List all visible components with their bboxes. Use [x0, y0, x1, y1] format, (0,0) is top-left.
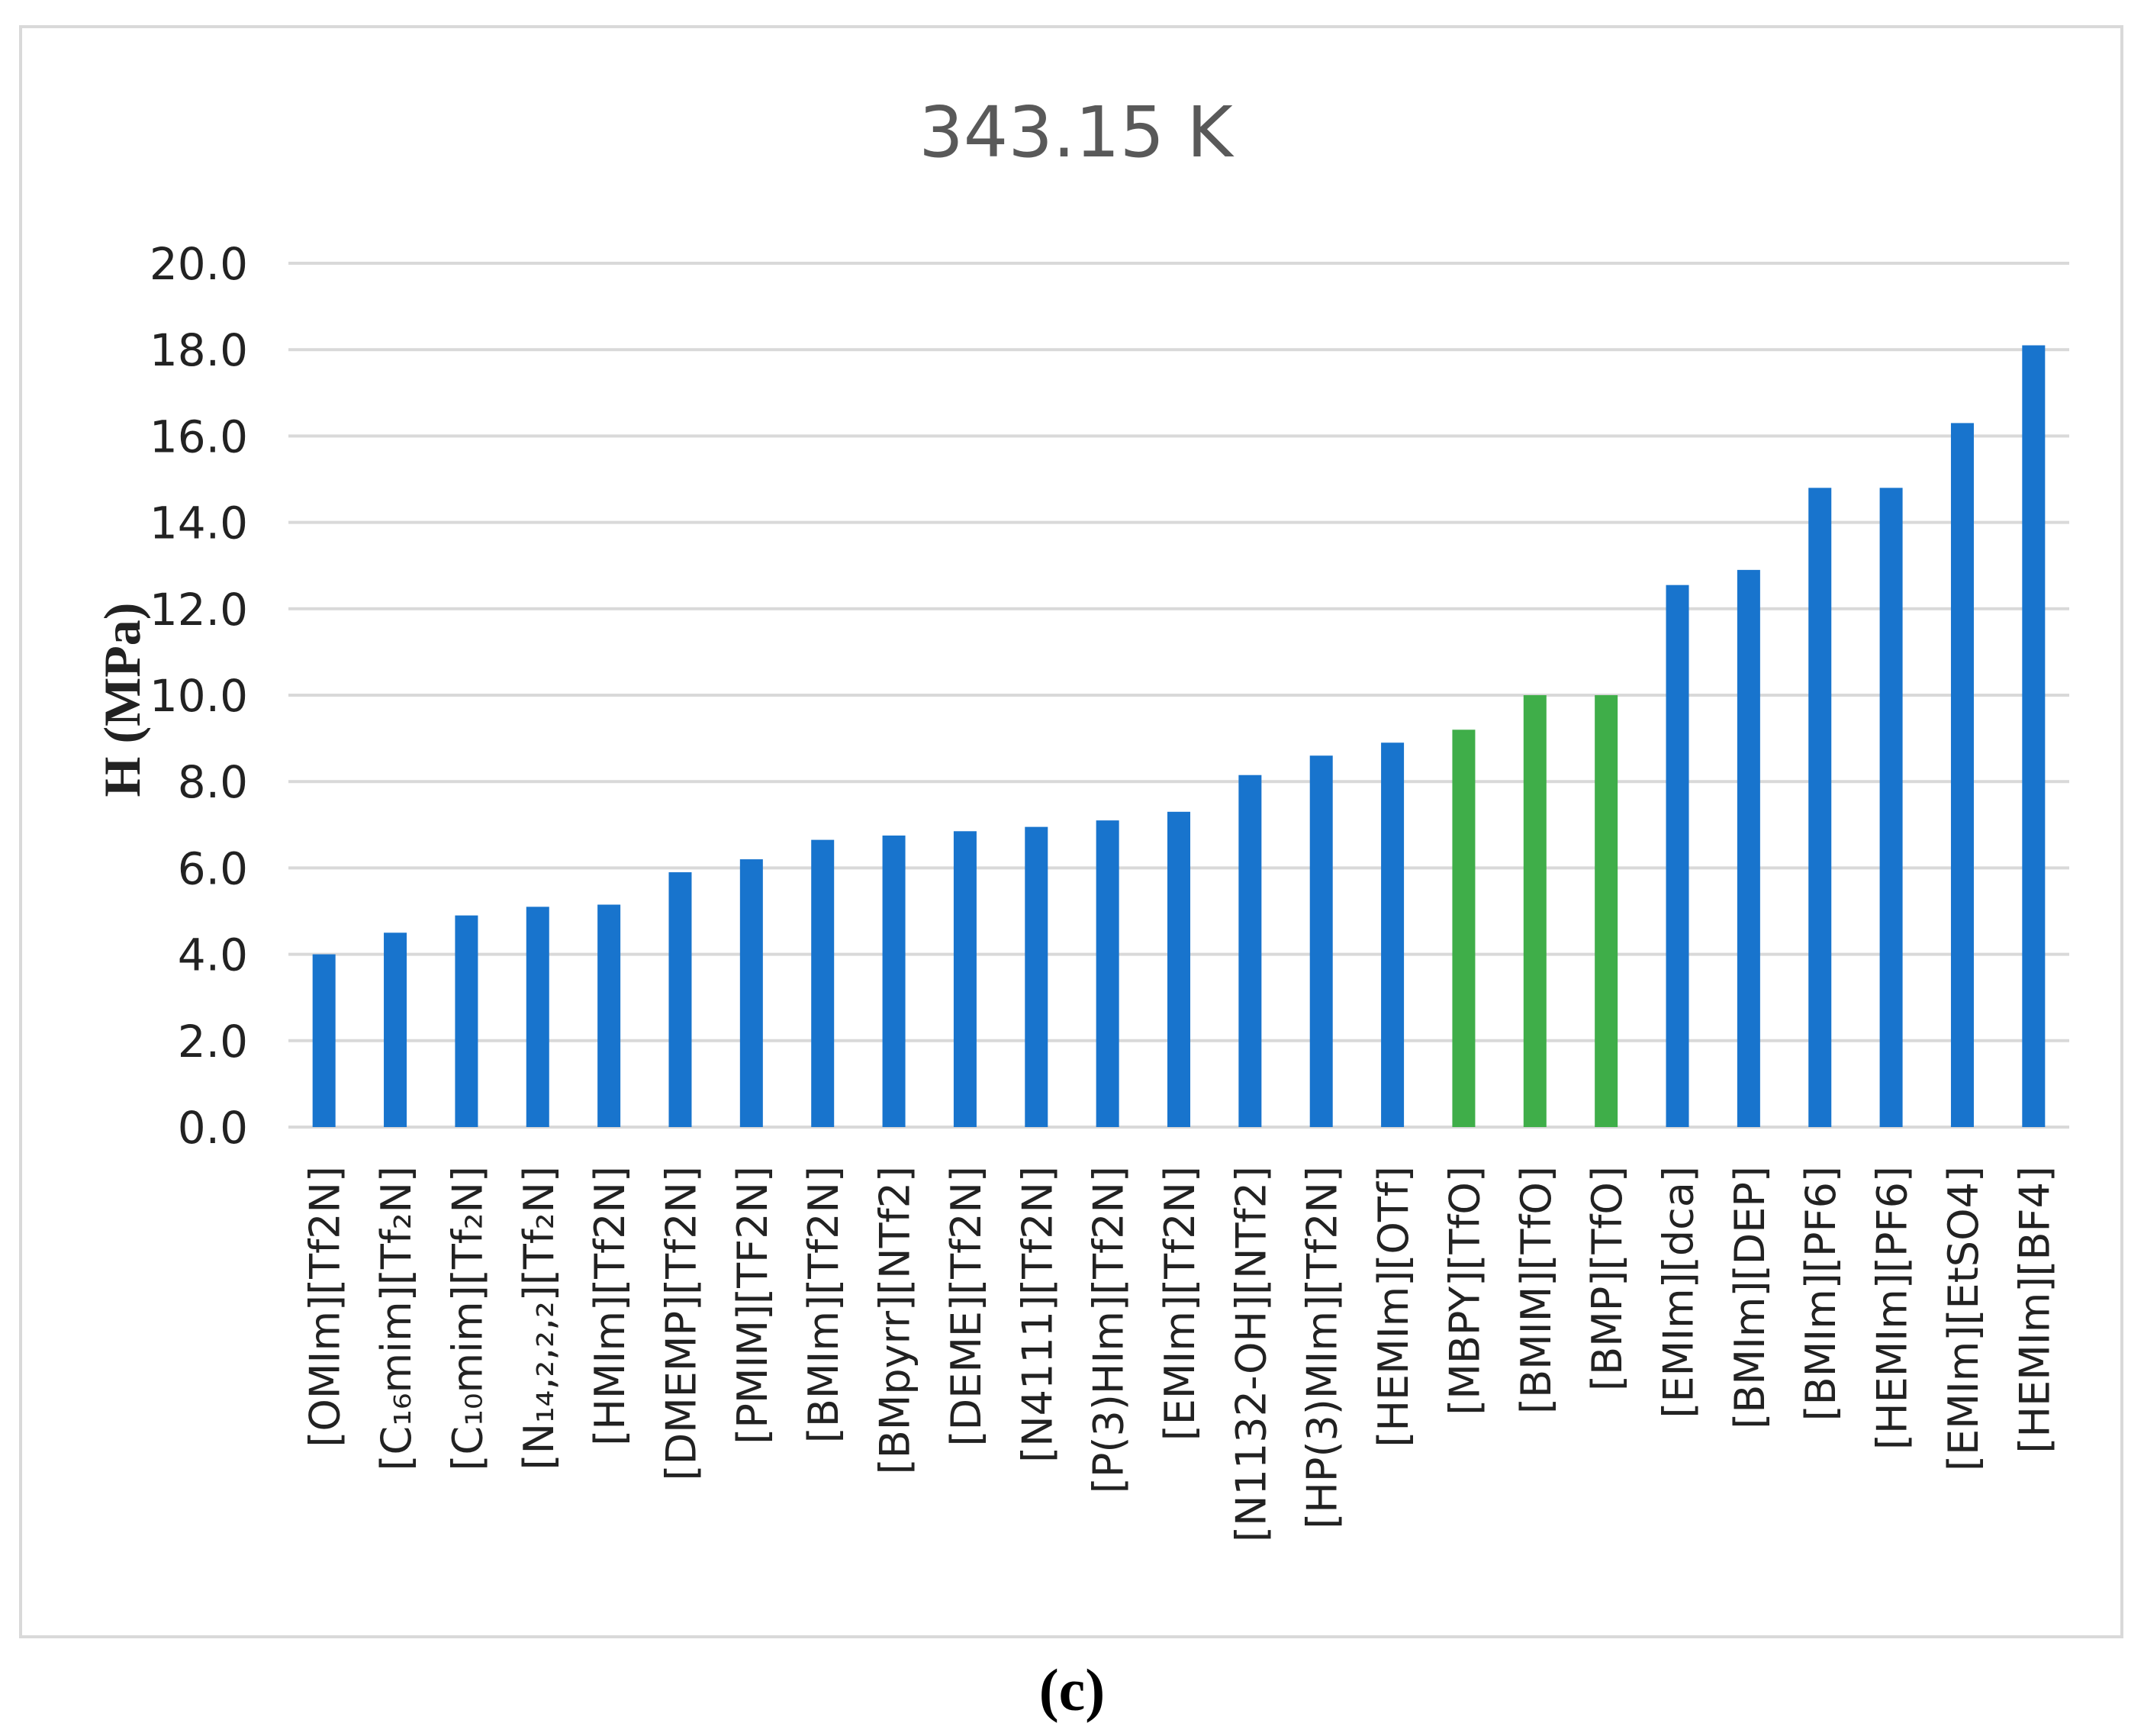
y-tick-label: 12.0 [150, 584, 248, 636]
bar [1309, 755, 1333, 1127]
y-tick-label: 2.0 [178, 1016, 248, 1068]
y-tick-labels: 0.0 2.0 4.0 6.0 8.0 10.0 12.0 14.0 16.0 18.0 20.0 [150, 238, 248, 1154]
chart-frame [19, 25, 2123, 1638]
bar [1238, 775, 1262, 1127]
bar [2022, 345, 2046, 1127]
bar [1666, 585, 1689, 1127]
x-tick-label: [P(3)HIm][Tf2N] [1085, 1166, 1133, 1493]
x-tick-label: [DMEMP][Tf2N] [657, 1166, 705, 1480]
x-tick-label: [HMIm][Tf2N] [586, 1166, 634, 1446]
y-tick-label: 6.0 [178, 842, 248, 894]
x-tick-label: [N₁₄,₂,₂,₂][Tf₂N] [515, 1166, 563, 1470]
x-tick-label: [BMpyrr][NTf2] [871, 1166, 919, 1474]
bar [811, 839, 835, 1127]
bar [1452, 730, 1476, 1127]
chart-title: 343.15 K [919, 92, 1235, 173]
x-tick-label: [HEMIm][OTf] [1370, 1166, 1418, 1448]
x-tick-label: [BMIm][PF6] [1797, 1166, 1845, 1421]
bar [1808, 488, 1832, 1127]
x-tick-label: [EMIm][Tf2N] [1156, 1166, 1204, 1441]
x-tick-label: [BMIM][TfO] [1512, 1166, 1560, 1414]
bar [668, 872, 692, 1127]
x-tick-label: [PMIM][TF2N] [729, 1166, 777, 1445]
x-tick-label: [C₁₆mim][Tf₂N] [372, 1166, 420, 1471]
x-tick-label: [BMIm][Tf2N] [800, 1166, 848, 1443]
y-tick-label: 4.0 [178, 929, 248, 981]
x-tick-label: [BMP][TfO] [1583, 1166, 1631, 1391]
x-tick-labels: [OMIm][Tf2N] [C₁₆mim][Tf₂N] [C₁₀mim][Tf₂N]… [301, 1166, 2059, 1542]
bar [1595, 695, 1618, 1127]
y-axis-label: H (MPa) [93, 603, 151, 797]
bar [1950, 423, 1974, 1127]
bar [1381, 742, 1405, 1127]
x-tick-label: [EMIm][EtSO4] [1940, 1166, 1988, 1471]
x-tick-label: [BMIm][DEP] [1726, 1166, 1774, 1429]
x-tick-label: [HP(3)MIm][Tf2N] [1299, 1166, 1347, 1529]
x-tick-label: [DEME][Tf2N] [942, 1166, 990, 1446]
x-tick-label: [C₁₀mim][Tf₂N] [443, 1166, 491, 1471]
y-tick-label: 8.0 [178, 756, 248, 808]
bar [739, 859, 763, 1127]
gridlines [288, 262, 2069, 1129]
bar [1737, 569, 1760, 1127]
x-tick-label: [OMIm][Tf2N] [301, 1166, 349, 1448]
y-tick-label: 14.0 [150, 498, 248, 549]
x-tick-label: [N4111][Tf2N] [1013, 1166, 1061, 1463]
bar [1879, 488, 1903, 1127]
y-tick-label: 0.0 [178, 1102, 248, 1154]
bar [953, 831, 977, 1127]
y-tick-label: 18.0 [150, 324, 248, 376]
bar [1167, 811, 1190, 1127]
figure-caption: (c) [1038, 1657, 1106, 1723]
x-tick-label: [MBPY][TfO] [1441, 1166, 1489, 1416]
y-tick-label: 10.0 [150, 670, 248, 722]
bar [882, 835, 906, 1127]
x-tick-label: [N1132-OH][NTf2] [1227, 1166, 1275, 1542]
bar [384, 932, 407, 1127]
x-tick-label: [HEMIm][PF6] [1869, 1166, 1917, 1450]
bars [312, 345, 2046, 1127]
x-tick-label: [HEMIm][BF4] [2010, 1166, 2059, 1454]
bar [1025, 826, 1048, 1127]
bar [455, 915, 478, 1127]
bar [526, 907, 549, 1127]
y-tick-label: 16.0 [150, 411, 248, 462]
x-tick-label: [EMIm][dca] [1655, 1166, 1703, 1419]
bar [1096, 820, 1119, 1127]
y-tick-label: 20.0 [150, 238, 248, 290]
bar [597, 904, 621, 1127]
bar [312, 954, 336, 1127]
bar [1523, 695, 1547, 1127]
